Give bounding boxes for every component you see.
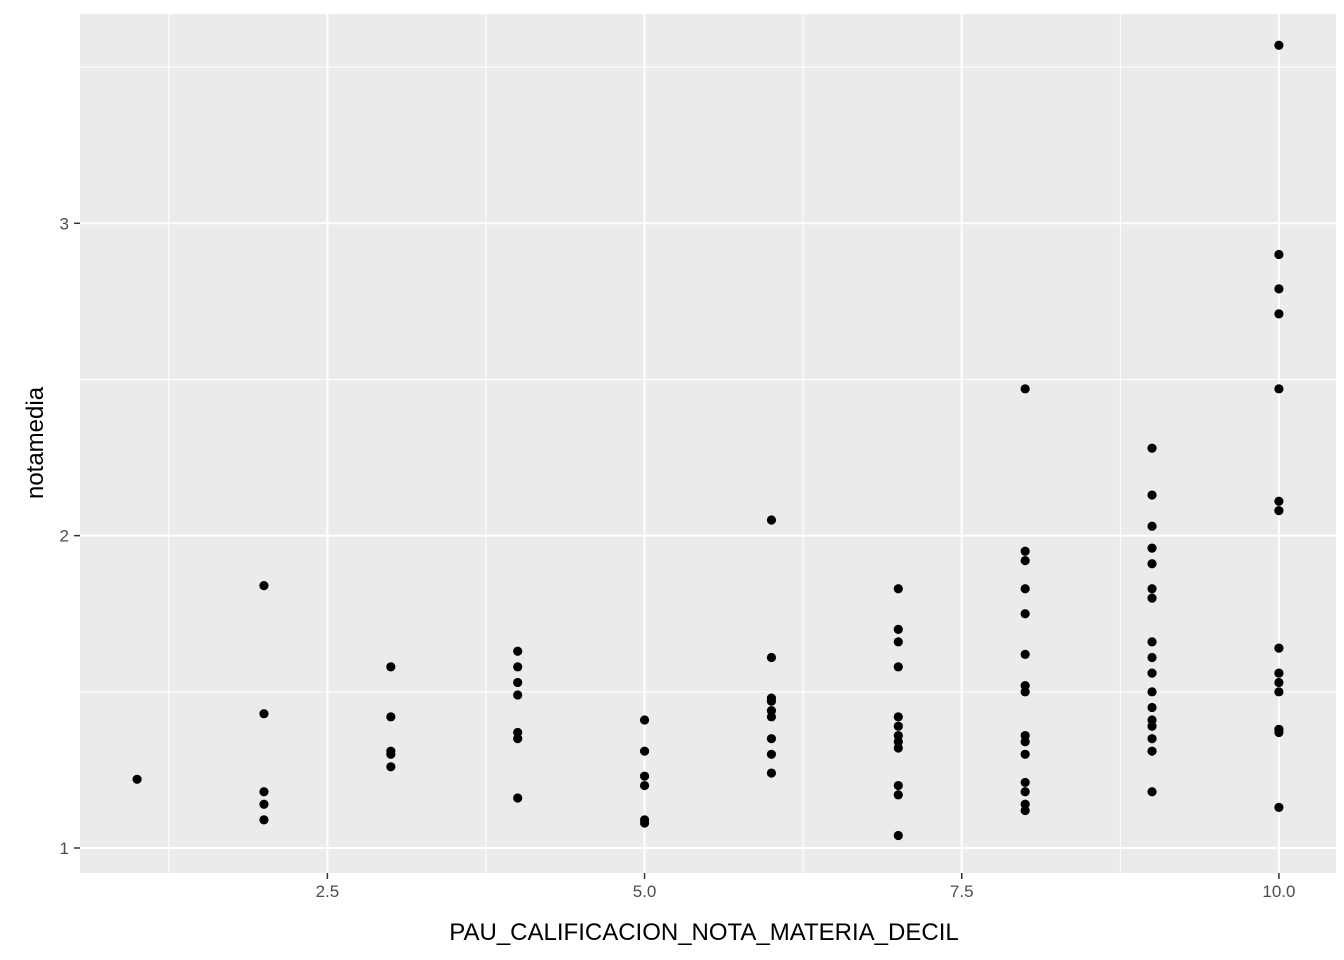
data-point bbox=[1020, 687, 1030, 697]
data-point bbox=[513, 690, 523, 700]
x-tick-label: 10.0 bbox=[1262, 882, 1295, 901]
data-point bbox=[1274, 802, 1284, 813]
data-point bbox=[1274, 249, 1284, 260]
data-point bbox=[1020, 749, 1030, 759]
data-point bbox=[513, 646, 523, 656]
data-point bbox=[1274, 284, 1284, 294]
data-point bbox=[132, 774, 142, 784]
data-point bbox=[1274, 496, 1284, 506]
data-point bbox=[639, 818, 650, 828]
data-point bbox=[1020, 556, 1030, 566]
data-point bbox=[1147, 787, 1157, 797]
data-point bbox=[893, 780, 903, 791]
y-tick-label: 1 bbox=[60, 839, 69, 858]
data-point bbox=[1020, 737, 1030, 747]
data-point bbox=[1274, 668, 1284, 678]
data-point bbox=[1274, 309, 1284, 319]
data-point bbox=[513, 734, 523, 744]
data-point bbox=[639, 771, 650, 781]
data-point bbox=[893, 790, 903, 800]
data-point bbox=[259, 581, 269, 591]
data-point bbox=[1147, 521, 1157, 531]
data-point bbox=[766, 696, 777, 706]
data-point bbox=[1147, 559, 1157, 569]
x-axis: 2.5 5.0 7.5 10.0 bbox=[316, 873, 1295, 901]
data-point bbox=[1020, 584, 1030, 594]
y-axis: 1 2 3 bbox=[60, 214, 80, 858]
data-point bbox=[893, 662, 903, 672]
data-point bbox=[386, 662, 396, 672]
y-tick-label: 2 bbox=[60, 527, 69, 546]
data-point bbox=[1020, 777, 1030, 788]
data-point bbox=[1020, 384, 1030, 394]
data-point bbox=[1147, 593, 1157, 603]
data-point bbox=[259, 787, 269, 797]
data-point bbox=[1274, 727, 1284, 738]
data-point bbox=[1274, 677, 1284, 688]
data-point bbox=[1147, 584, 1157, 594]
data-point bbox=[1147, 721, 1157, 731]
data-point bbox=[1147, 443, 1157, 453]
y-tick-label: 3 bbox=[60, 214, 69, 233]
data-point bbox=[639, 780, 650, 791]
data-point bbox=[1147, 543, 1157, 553]
data-point bbox=[1147, 746, 1157, 756]
data-point bbox=[1147, 490, 1157, 500]
data-point bbox=[766, 768, 777, 778]
data-point bbox=[893, 624, 903, 634]
data-point bbox=[1020, 546, 1030, 556]
data-point bbox=[259, 709, 269, 719]
major-grid bbox=[80, 14, 1336, 873]
data-point bbox=[386, 762, 396, 772]
data-point bbox=[639, 746, 650, 756]
data-point bbox=[386, 712, 396, 722]
data-point bbox=[1274, 506, 1284, 516]
data-point bbox=[893, 712, 903, 722]
plot-panel bbox=[80, 14, 1336, 873]
data-point bbox=[766, 749, 777, 759]
data-point bbox=[513, 793, 523, 803]
data-point bbox=[1147, 734, 1157, 744]
data-point bbox=[1020, 787, 1030, 797]
data-point bbox=[893, 584, 903, 594]
data-point bbox=[259, 815, 269, 825]
data-point bbox=[259, 799, 269, 809]
data-point bbox=[1147, 668, 1157, 678]
data-point bbox=[893, 830, 903, 841]
x-tick-label: 5.0 bbox=[633, 882, 657, 901]
data-point bbox=[1020, 805, 1030, 816]
data-point bbox=[893, 743, 903, 753]
data-points bbox=[132, 40, 1284, 841]
data-point bbox=[766, 712, 777, 722]
data-point bbox=[1274, 687, 1284, 697]
data-point bbox=[1274, 384, 1284, 394]
data-point bbox=[1147, 652, 1157, 663]
data-point bbox=[893, 637, 903, 647]
y-axis-title: notamedia bbox=[22, 386, 49, 499]
minor-grid bbox=[80, 14, 1336, 873]
data-point bbox=[766, 515, 777, 525]
data-point bbox=[1147, 702, 1157, 713]
data-point bbox=[766, 734, 777, 744]
data-point bbox=[1020, 649, 1030, 659]
data-point bbox=[766, 652, 777, 663]
data-point bbox=[513, 662, 523, 672]
data-point bbox=[513, 677, 523, 688]
x-tick-label: 2.5 bbox=[316, 882, 340, 901]
data-point bbox=[386, 749, 396, 759]
data-point bbox=[1274, 643, 1284, 653]
x-tick-label: 7.5 bbox=[950, 882, 974, 901]
data-point bbox=[893, 721, 903, 731]
data-point bbox=[1020, 609, 1030, 619]
data-point bbox=[1147, 687, 1157, 697]
data-point bbox=[1274, 40, 1284, 50]
x-axis-title: PAU_CALIFICACION_NOTA_MATERIA_DECIL bbox=[449, 919, 958, 946]
data-point bbox=[639, 715, 650, 725]
data-point bbox=[1147, 637, 1157, 647]
